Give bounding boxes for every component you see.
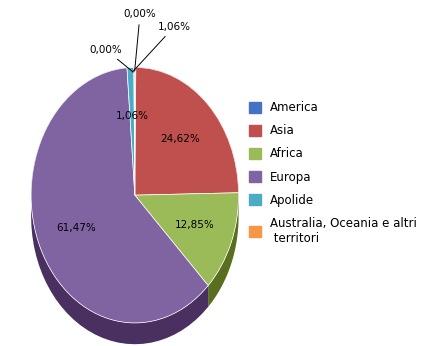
Text: 0,00%: 0,00%: [123, 9, 156, 71]
Text: 1,06%: 1,06%: [115, 111, 148, 121]
Text: 12,85%: 12,85%: [174, 220, 214, 230]
Text: 61,47%: 61,47%: [56, 223, 96, 233]
Wedge shape: [135, 67, 238, 195]
Wedge shape: [135, 193, 238, 285]
Polygon shape: [135, 67, 238, 214]
Text: 24,62%: 24,62%: [160, 134, 200, 144]
Wedge shape: [127, 67, 135, 195]
Text: 1,06%: 1,06%: [132, 21, 191, 72]
Legend: America, Asia, Africa, Europa, Apolide, Australia, Oceania e altri
 territori: America, Asia, Africa, Europa, Apolide, …: [249, 101, 416, 245]
Wedge shape: [134, 67, 135, 195]
Wedge shape: [31, 68, 208, 323]
Text: 0,00%: 0,00%: [89, 45, 133, 72]
Polygon shape: [208, 193, 238, 307]
Polygon shape: [31, 68, 208, 344]
